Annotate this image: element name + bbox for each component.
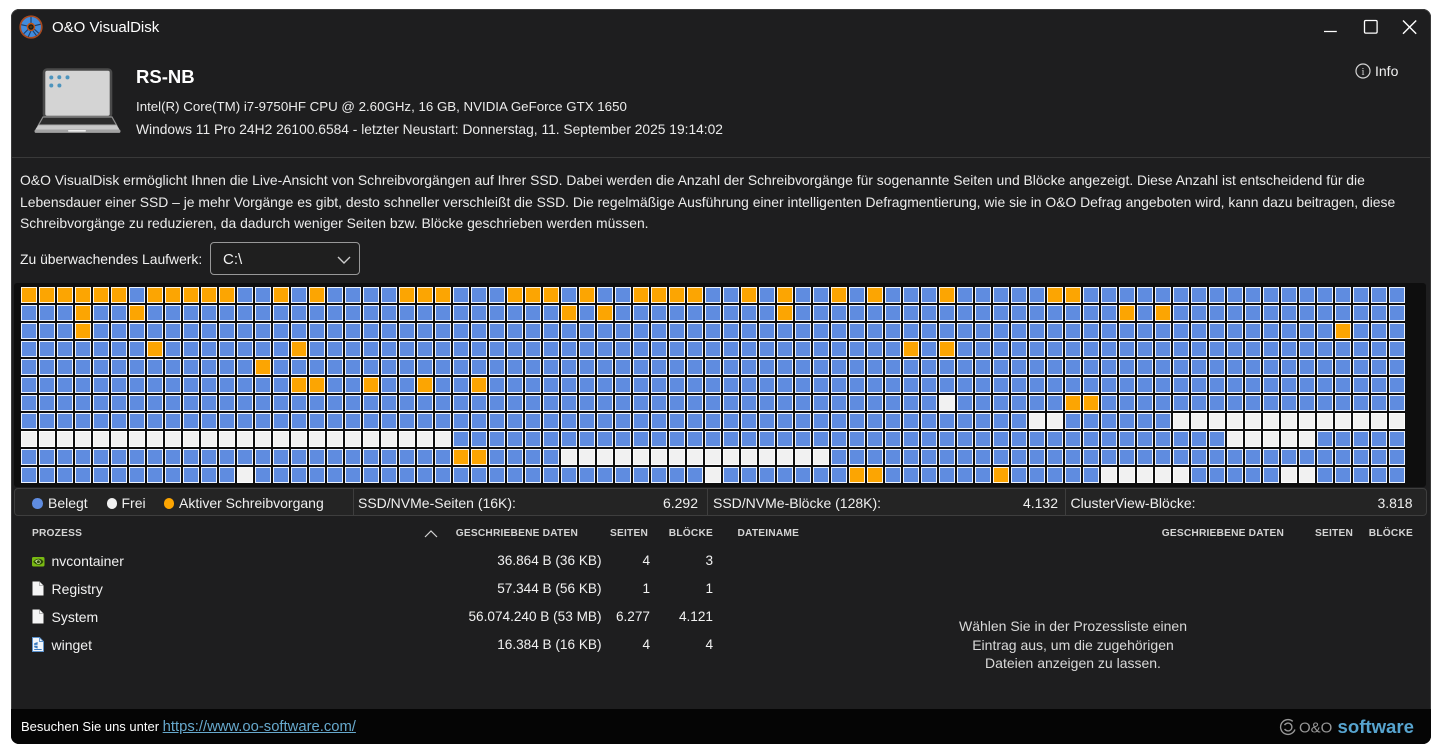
svg-text:i: i (1361, 66, 1364, 78)
svg-text:O&O: O&O (1299, 720, 1332, 737)
svg-text:software: software (1338, 717, 1414, 737)
